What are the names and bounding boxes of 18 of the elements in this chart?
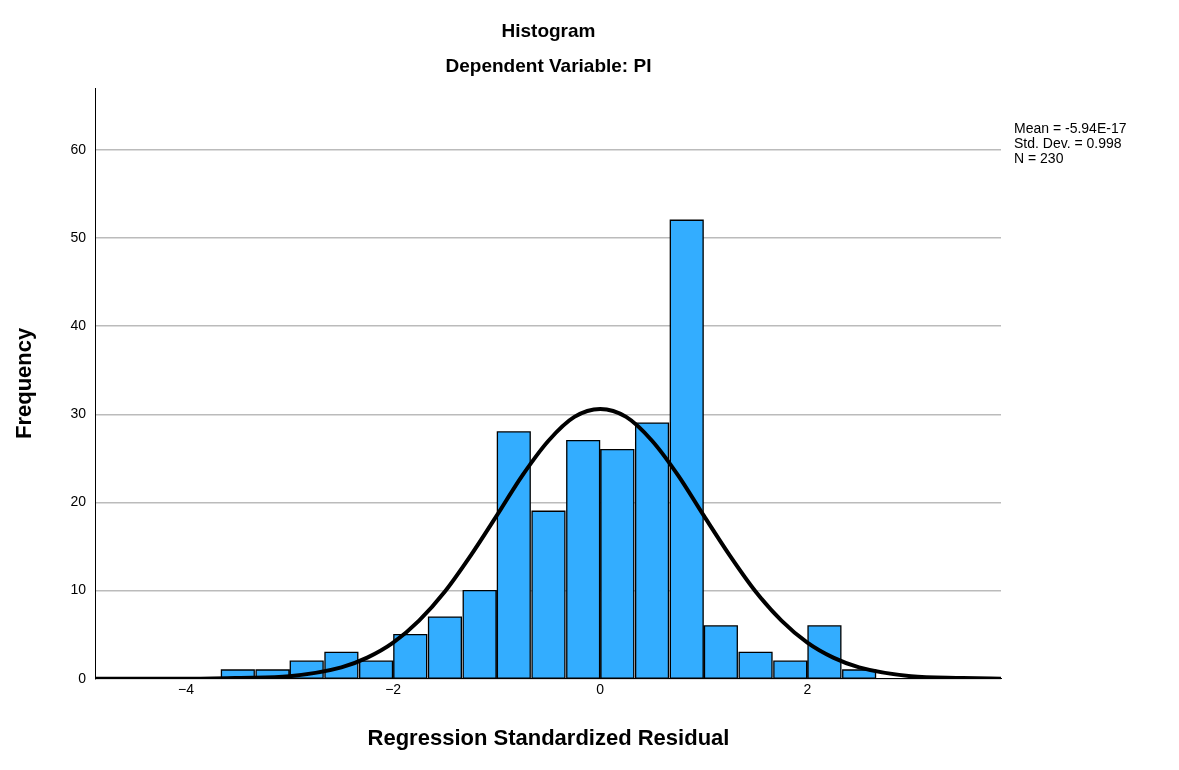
text: Std. Dev. = 0.998 [1014, 134, 1122, 151]
y-tick-label: 30 [70, 405, 87, 422]
y-tick-label: 10 [70, 581, 87, 598]
x-tick-label: 0 [596, 681, 605, 698]
x-tick-label: 2 [803, 681, 812, 698]
chart-title: Histogram [501, 20, 596, 42]
y-tick-label: 50 [70, 228, 87, 245]
x-tick-label: −2 [385, 681, 402, 698]
y-tick-label: 40 [70, 316, 87, 333]
text: Mean = -5.94E-17 [1014, 119, 1127, 136]
x-axis-title: Regression Standardized Residual [367, 724, 730, 750]
y-tick-label: 0 [78, 669, 87, 686]
text: N = 230 [1014, 149, 1064, 166]
y-tick-label: 60 [70, 140, 87, 157]
chart-subtitle: Dependent Variable: PI [445, 55, 652, 77]
x-tick-label: −4 [178, 681, 195, 698]
y-axis-title: Frequency [11, 327, 37, 440]
y-tick-label: 20 [70, 493, 87, 510]
